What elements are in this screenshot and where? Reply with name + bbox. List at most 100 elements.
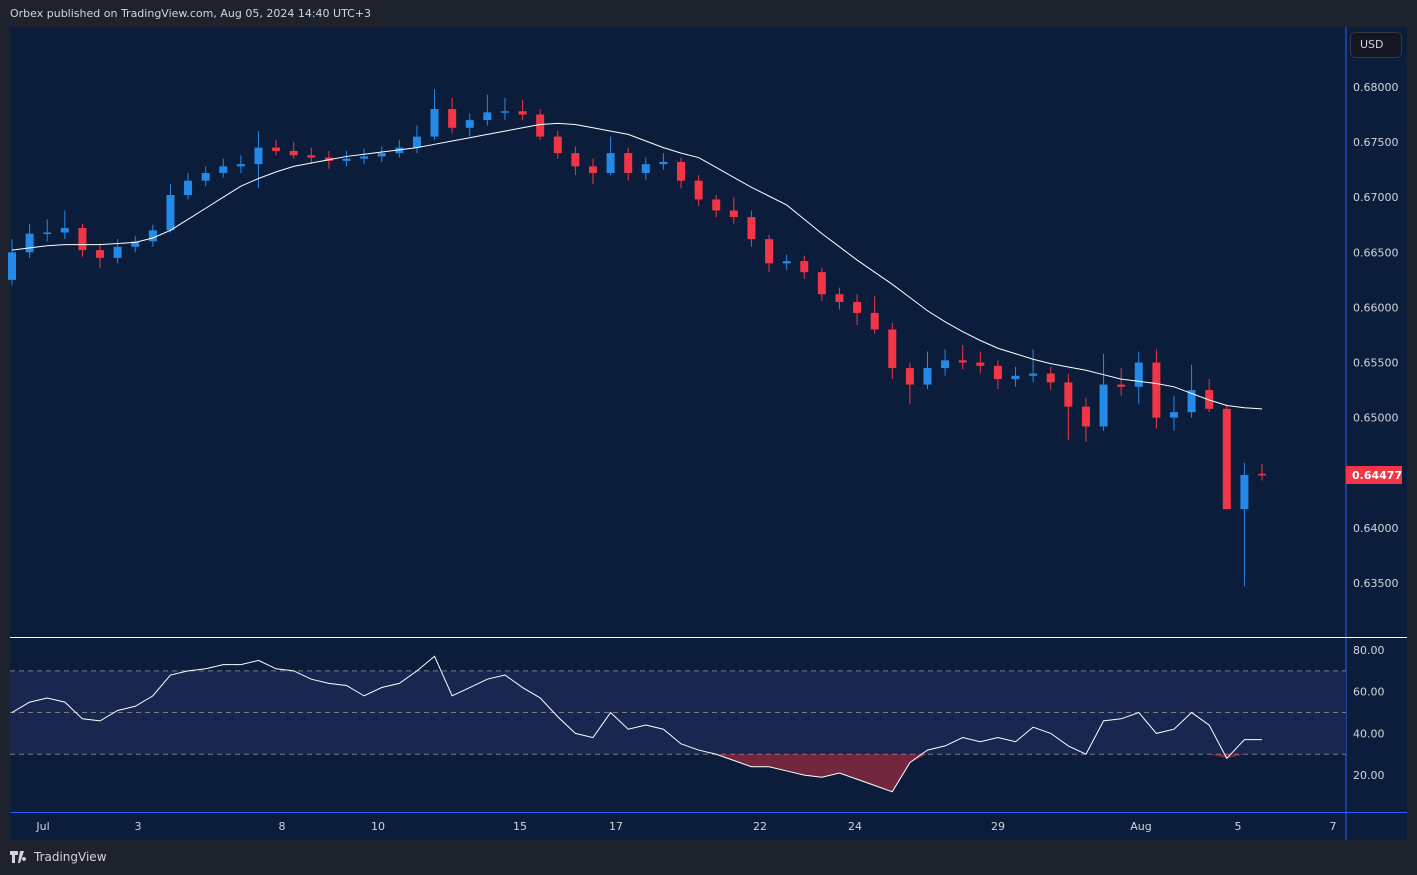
candle-body bbox=[765, 239, 774, 264]
candle bbox=[870, 296, 879, 334]
candle-body bbox=[113, 246, 122, 258]
candle bbox=[60, 210, 69, 240]
candle-body bbox=[272, 147, 281, 151]
candle-body bbox=[659, 161, 668, 165]
candle-body bbox=[571, 153, 580, 167]
candle-body bbox=[923, 368, 932, 385]
candle bbox=[1258, 463, 1266, 481]
candle bbox=[1099, 353, 1108, 431]
candle bbox=[588, 158, 597, 184]
candle bbox=[307, 147, 316, 165]
candle-body bbox=[1152, 362, 1161, 418]
publish-info: Orbex published on TradingView.com, Aug … bbox=[10, 7, 372, 20]
candle bbox=[729, 197, 738, 224]
candle-body bbox=[976, 362, 985, 366]
candle bbox=[905, 362, 914, 405]
candle-body bbox=[835, 294, 844, 302]
candle bbox=[1064, 373, 1073, 440]
candle-body bbox=[307, 155, 316, 158]
candle-body bbox=[905, 368, 914, 385]
last-price-label: 0.64477 bbox=[1346, 466, 1402, 484]
candle bbox=[1134, 351, 1143, 405]
candle-body bbox=[1187, 390, 1196, 413]
candle-body bbox=[782, 261, 791, 264]
candle bbox=[342, 150, 351, 167]
candle-body bbox=[448, 109, 457, 128]
candle-body bbox=[536, 114, 545, 137]
candle-body bbox=[870, 312, 879, 330]
candle bbox=[1222, 404, 1231, 510]
candle bbox=[606, 136, 615, 176]
candle-body bbox=[588, 166, 597, 173]
candle-body bbox=[43, 232, 52, 234]
candle bbox=[747, 210, 756, 247]
rsi-tick-label: 20.00 bbox=[1353, 769, 1385, 782]
candle bbox=[360, 148, 369, 165]
candle bbox=[500, 98, 509, 121]
candle bbox=[289, 142, 298, 159]
candle bbox=[236, 155, 245, 173]
candle-body bbox=[8, 252, 16, 280]
tradingview-logo: TradingView bbox=[10, 850, 107, 864]
rsi-tick-label: 40.00 bbox=[1353, 727, 1385, 740]
candle bbox=[184, 172, 193, 200]
candle-body bbox=[958, 360, 967, 363]
price-tick-label: 0.68000 bbox=[1353, 81, 1399, 94]
candle bbox=[96, 243, 105, 268]
time-tick-label: 3 bbox=[135, 820, 142, 833]
candle-body bbox=[148, 230, 157, 242]
price-tick-label: 0.67000 bbox=[1353, 191, 1399, 204]
candle bbox=[1152, 349, 1161, 429]
candle bbox=[853, 294, 862, 326]
logo-text: TradingView bbox=[34, 850, 107, 864]
time-tick-label: 17 bbox=[609, 820, 623, 833]
candle-body bbox=[853, 301, 862, 313]
candle bbox=[272, 139, 281, 156]
candle-body bbox=[1205, 390, 1214, 409]
candle bbox=[25, 223, 34, 258]
candle bbox=[78, 223, 87, 257]
candle-body bbox=[800, 261, 809, 273]
tradingview-logo-icon bbox=[10, 851, 27, 863]
candle bbox=[483, 94, 492, 126]
price-tick-label: 0.66000 bbox=[1353, 301, 1399, 314]
candle-body bbox=[289, 150, 298, 156]
candle bbox=[201, 166, 210, 187]
candle bbox=[800, 255, 809, 279]
candle-body bbox=[712, 199, 721, 211]
candle-body bbox=[677, 161, 686, 181]
rsi-tick-label: 60.00 bbox=[1353, 686, 1385, 699]
candle bbox=[1046, 366, 1055, 391]
candle bbox=[43, 219, 52, 242]
candle-body bbox=[1046, 373, 1055, 383]
time-tick-label: Jul bbox=[35, 820, 49, 833]
price-tick-label: 0.65500 bbox=[1353, 357, 1399, 370]
candle-body bbox=[553, 136, 562, 154]
candle bbox=[1205, 379, 1214, 413]
price-tick-label: 0.64000 bbox=[1353, 522, 1399, 535]
candle bbox=[1081, 397, 1090, 442]
candle bbox=[8, 239, 16, 286]
candle bbox=[1117, 368, 1126, 396]
candle-body bbox=[483, 112, 492, 121]
candle-body bbox=[430, 109, 439, 137]
candle-body bbox=[500, 111, 509, 113]
candle-body bbox=[1011, 375, 1020, 380]
candle-body bbox=[518, 111, 527, 115]
candle-body bbox=[1029, 373, 1038, 376]
candle bbox=[941, 349, 950, 376]
candle bbox=[219, 158, 228, 178]
candle-body bbox=[465, 120, 474, 128]
candle bbox=[113, 239, 122, 264]
candle-body bbox=[641, 164, 650, 173]
candle bbox=[395, 139, 404, 158]
candle bbox=[377, 146, 386, 162]
candle-body bbox=[395, 147, 404, 154]
candle bbox=[641, 157, 650, 180]
candle bbox=[677, 157, 686, 189]
candle-body bbox=[1134, 362, 1143, 387]
candle bbox=[1029, 349, 1038, 383]
candle-body bbox=[1258, 473, 1266, 476]
currency-button[interactable]: USD bbox=[1350, 32, 1402, 58]
